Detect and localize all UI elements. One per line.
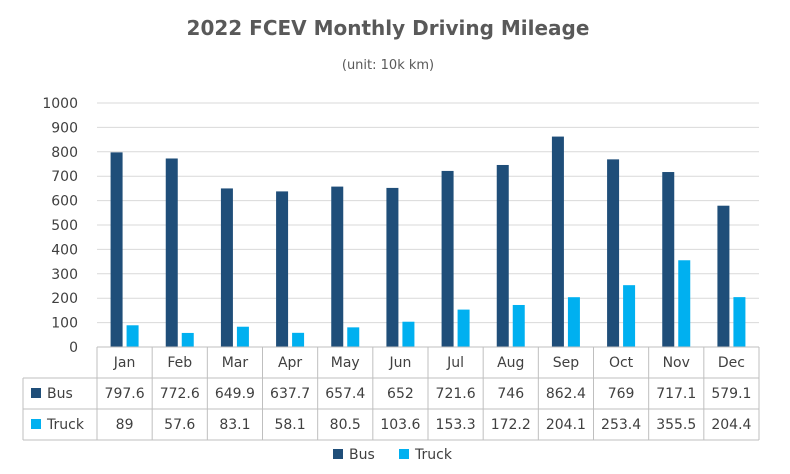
data-label: 83.1: [219, 417, 250, 433]
x-tick-label: Jul: [446, 355, 464, 371]
bar-truck: [402, 321, 415, 347]
y-tick-label: 800: [51, 145, 78, 161]
bar-truck: [236, 326, 249, 347]
data-label: 746: [497, 386, 524, 402]
data-label: 80.5: [330, 417, 361, 433]
data-label: 797.6: [105, 386, 145, 402]
legend: Bus Truck: [333, 447, 453, 463]
bar-truck: [623, 285, 636, 347]
bar-truck: [292, 332, 305, 347]
bars: [110, 136, 746, 347]
bar-truck: [678, 260, 691, 347]
y-tick-label: 0: [69, 340, 78, 356]
bar-truck: [567, 297, 580, 347]
y-tick-label: 300: [51, 267, 78, 283]
data-label: 862.4: [546, 386, 586, 402]
bar-bus: [110, 152, 123, 347]
x-tick-label: Oct: [609, 355, 634, 371]
y-tick-label: 600: [51, 194, 78, 210]
data-label: 649.9: [215, 386, 255, 402]
bar-bus: [276, 191, 289, 347]
table-legend-key: [31, 419, 41, 429]
data-label: 253.4: [601, 417, 641, 433]
y-tick-label: 200: [51, 291, 78, 307]
data-label: 172.2: [491, 417, 531, 433]
chart-subtitle: (unit: 10k km): [342, 58, 434, 73]
data-label: 657.4: [325, 386, 365, 402]
bar-bus: [607, 159, 620, 347]
y-axis-ticks: 0 100 200 300 400 500 600 700 800 900 1000: [42, 96, 78, 356]
legend-key: [333, 449, 343, 459]
y-tick-label: 900: [51, 120, 78, 136]
gridlines: [97, 102, 759, 324]
bar-truck: [126, 325, 139, 347]
bar-truck: [181, 332, 194, 347]
data-table: Jan Feb Mar Apr May Jun Jul Aug Sep Oct Nov Dec Bus 7…: [22, 346, 760, 441]
data-label: 772.6: [160, 386, 200, 402]
table-series-name: Bus: [47, 386, 73, 402]
y-tick-label: 1000: [42, 96, 78, 112]
bar-truck: [512, 304, 525, 347]
data-label: 103.6: [380, 417, 420, 433]
bar-bus: [386, 187, 399, 347]
x-tick-label: Mar: [222, 355, 249, 371]
x-tick-label: Sep: [553, 355, 580, 371]
data-label: 637.7: [270, 386, 310, 402]
bar-truck: [347, 327, 360, 347]
table-legend-key: [31, 388, 41, 398]
x-tick-label: Jun: [388, 355, 411, 371]
bar-bus: [551, 136, 564, 347]
x-tick-label: Dec: [718, 355, 745, 371]
x-tick-label: May: [331, 355, 360, 371]
bar-bus: [717, 205, 730, 347]
data-label: 57.6: [164, 417, 195, 433]
data-label: 204.1: [546, 417, 586, 433]
x-tick-label: Aug: [497, 355, 524, 371]
x-tick-label: Nov: [663, 355, 690, 371]
data-label: 89: [116, 417, 134, 433]
bar-bus: [441, 170, 454, 347]
x-tick-label: Feb: [167, 355, 192, 371]
data-label: 355.5: [656, 417, 696, 433]
chart-title: 2022 FCEV Monthly Driving Mileage: [187, 16, 590, 40]
bar-bus: [662, 172, 675, 347]
data-label: 717.1: [656, 386, 696, 402]
data-label: 652: [387, 386, 414, 402]
y-tick-label: 700: [51, 169, 78, 185]
bar-bus: [496, 164, 509, 347]
bar-bus: [165, 158, 178, 347]
data-label: 58.1: [274, 417, 305, 433]
legend-label: Truck: [414, 447, 453, 463]
bar-truck: [733, 297, 746, 347]
table-series-name: Truck: [46, 417, 85, 433]
data-label: 721.6: [436, 386, 476, 402]
y-tick-label: 400: [51, 242, 78, 258]
data-label: 579.1: [711, 386, 751, 402]
data-label: 204.4: [711, 417, 751, 433]
data-label: 769: [608, 386, 635, 402]
bar-bus: [220, 188, 233, 347]
data-label: 153.3: [436, 417, 476, 433]
bar-truck: [457, 309, 470, 347]
x-tick-label: Jan: [113, 355, 136, 371]
legend-label: Bus: [349, 447, 375, 463]
legend-key: [399, 449, 409, 459]
x-tick-label: Apr: [278, 355, 302, 371]
y-tick-label: 500: [51, 218, 78, 234]
bar-bus: [331, 186, 344, 347]
y-tick-label: 100: [51, 316, 78, 332]
